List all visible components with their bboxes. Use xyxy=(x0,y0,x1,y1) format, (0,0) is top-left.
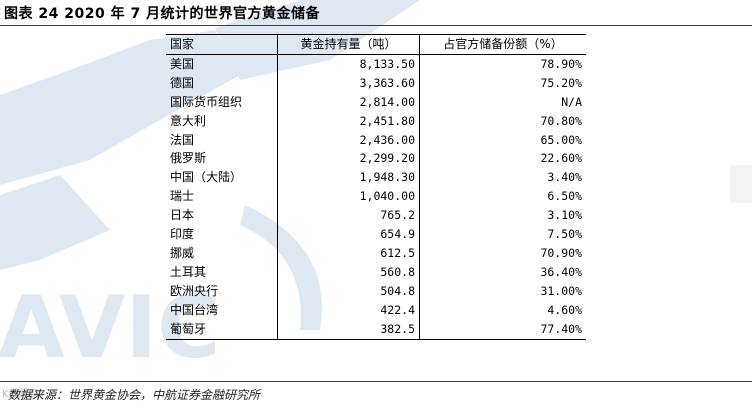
table-row: 欧洲央行 504.8 31.00% xyxy=(166,281,586,301)
share-cell: 70.80% xyxy=(419,111,586,131)
country-cell: 挪威 xyxy=(166,243,278,263)
table-header-row: 国家 黄金持有量（吨） 占官方储备份额（%） xyxy=(166,34,586,55)
table-row: 挪威 612.5 70.90% xyxy=(166,243,586,263)
holding-cell: 1,040.00 xyxy=(277,187,420,207)
table-row: 土耳其 560.8 36.40% xyxy=(166,262,586,282)
holding-cell: 8,133.50 xyxy=(277,54,420,74)
source-note: 数据来源：世界黄金协会，中航证券金融研究所 xyxy=(8,388,261,402)
country-cell: 意大利 xyxy=(166,111,278,131)
table-row: 瑞士 1,040.00 6.50% xyxy=(166,187,586,207)
share-cell: 4.60% xyxy=(419,300,586,320)
share-cell: 75.20% xyxy=(419,73,586,93)
holding-cell: 2,436.00 xyxy=(277,130,420,150)
table-row: 国际货币组织 2,814.00 N/A xyxy=(166,92,586,112)
table-row: 日本 765.2 3.10% xyxy=(166,206,586,226)
header-reserve-share: 占官方储备份额（%） xyxy=(419,34,586,55)
holding-cell: 2,299.20 xyxy=(277,149,420,169)
country-cell: 瑞士 xyxy=(166,187,278,207)
share-cell: 78.90% xyxy=(419,54,586,74)
country-cell: 国际货币组织 xyxy=(166,92,278,112)
country-cell: 土耳其 xyxy=(166,262,278,282)
logo-watermark: K线财经 xyxy=(2,389,39,400)
title-rule xyxy=(0,25,752,26)
header-gold-holding: 黄金持有量（吨） xyxy=(277,34,420,55)
table-row: 中国台湾 422.4 4.60% xyxy=(166,300,586,320)
share-cell: 31.00% xyxy=(419,281,586,301)
share-cell: 77.40% xyxy=(419,319,586,339)
table-row: 意大利 2,451.80 70.80% xyxy=(166,111,586,131)
country-cell: 葡萄牙 xyxy=(166,319,278,339)
holding-cell: 1,948.30 xyxy=(277,168,420,188)
country-cell: 美国 xyxy=(166,54,278,74)
holding-cell: 612.5 xyxy=(277,243,420,263)
share-cell: 70.90% xyxy=(419,243,586,263)
table-row: 美国 8,133.50 78.90% xyxy=(166,54,586,74)
holding-cell: 382.5 xyxy=(277,319,420,339)
holding-cell: 654.9 xyxy=(277,225,420,244)
table-row: 中国（大陆） 1,948.30 3.40% xyxy=(166,168,586,188)
table-row: 法国 2,436.00 65.00% xyxy=(166,130,586,150)
figure-title: 图表 24 2020 年 7 月统计的世界官方黄金储备 xyxy=(4,6,321,22)
table-row: 俄罗斯 2,299.20 22.60% xyxy=(166,149,586,169)
table-row: 德国 3,363.60 75.20% xyxy=(166,73,586,93)
share-cell: 65.00% xyxy=(419,130,586,150)
header-country: 国家 xyxy=(166,34,278,55)
gold-reserve-table: 国家 黄金持有量（吨） 占官方储备份额（%） 美国 8,133.50 78.90% … xyxy=(166,34,586,340)
country-cell: 欧洲央行 xyxy=(166,281,278,301)
table-row: 葡萄牙 382.5 77.40% xyxy=(166,319,586,339)
holding-cell: 422.4 xyxy=(277,300,420,320)
country-cell: 法国 xyxy=(166,130,278,150)
country-cell: 中国台湾 xyxy=(166,300,278,320)
table-row: 印度 654.9 7.50% xyxy=(166,225,586,244)
holding-cell: 765.2 xyxy=(277,206,420,226)
source-rule xyxy=(0,381,752,382)
share-cell: 22.60% xyxy=(419,149,586,169)
country-cell: 印度 xyxy=(166,225,278,244)
holding-cell: 2,814.00 xyxy=(277,92,420,112)
country-cell: 德国 xyxy=(166,73,278,93)
share-cell: 3.10% xyxy=(419,206,586,226)
country-cell: 日本 xyxy=(166,206,278,226)
country-cell: 中国（大陆） xyxy=(166,168,278,188)
share-cell: 6.50% xyxy=(419,187,586,207)
side-panel-edge xyxy=(730,165,752,203)
holding-cell: 2,451.80 xyxy=(277,111,420,131)
holding-cell: 504.8 xyxy=(277,281,420,301)
holding-cell: 3,363.60 xyxy=(277,73,420,93)
share-cell: N/A xyxy=(419,92,586,112)
share-cell: 3.40% xyxy=(419,168,586,188)
gold-reserve-table-container: 国家 黄金持有量（吨） 占官方储备份额（%） 美国 8,133.50 78.90% … xyxy=(166,34,586,340)
holding-cell: 560.8 xyxy=(277,262,420,282)
country-cell: 俄罗斯 xyxy=(166,149,278,169)
share-cell: 36.40% xyxy=(419,262,586,282)
share-cell: 7.50% xyxy=(419,225,586,244)
